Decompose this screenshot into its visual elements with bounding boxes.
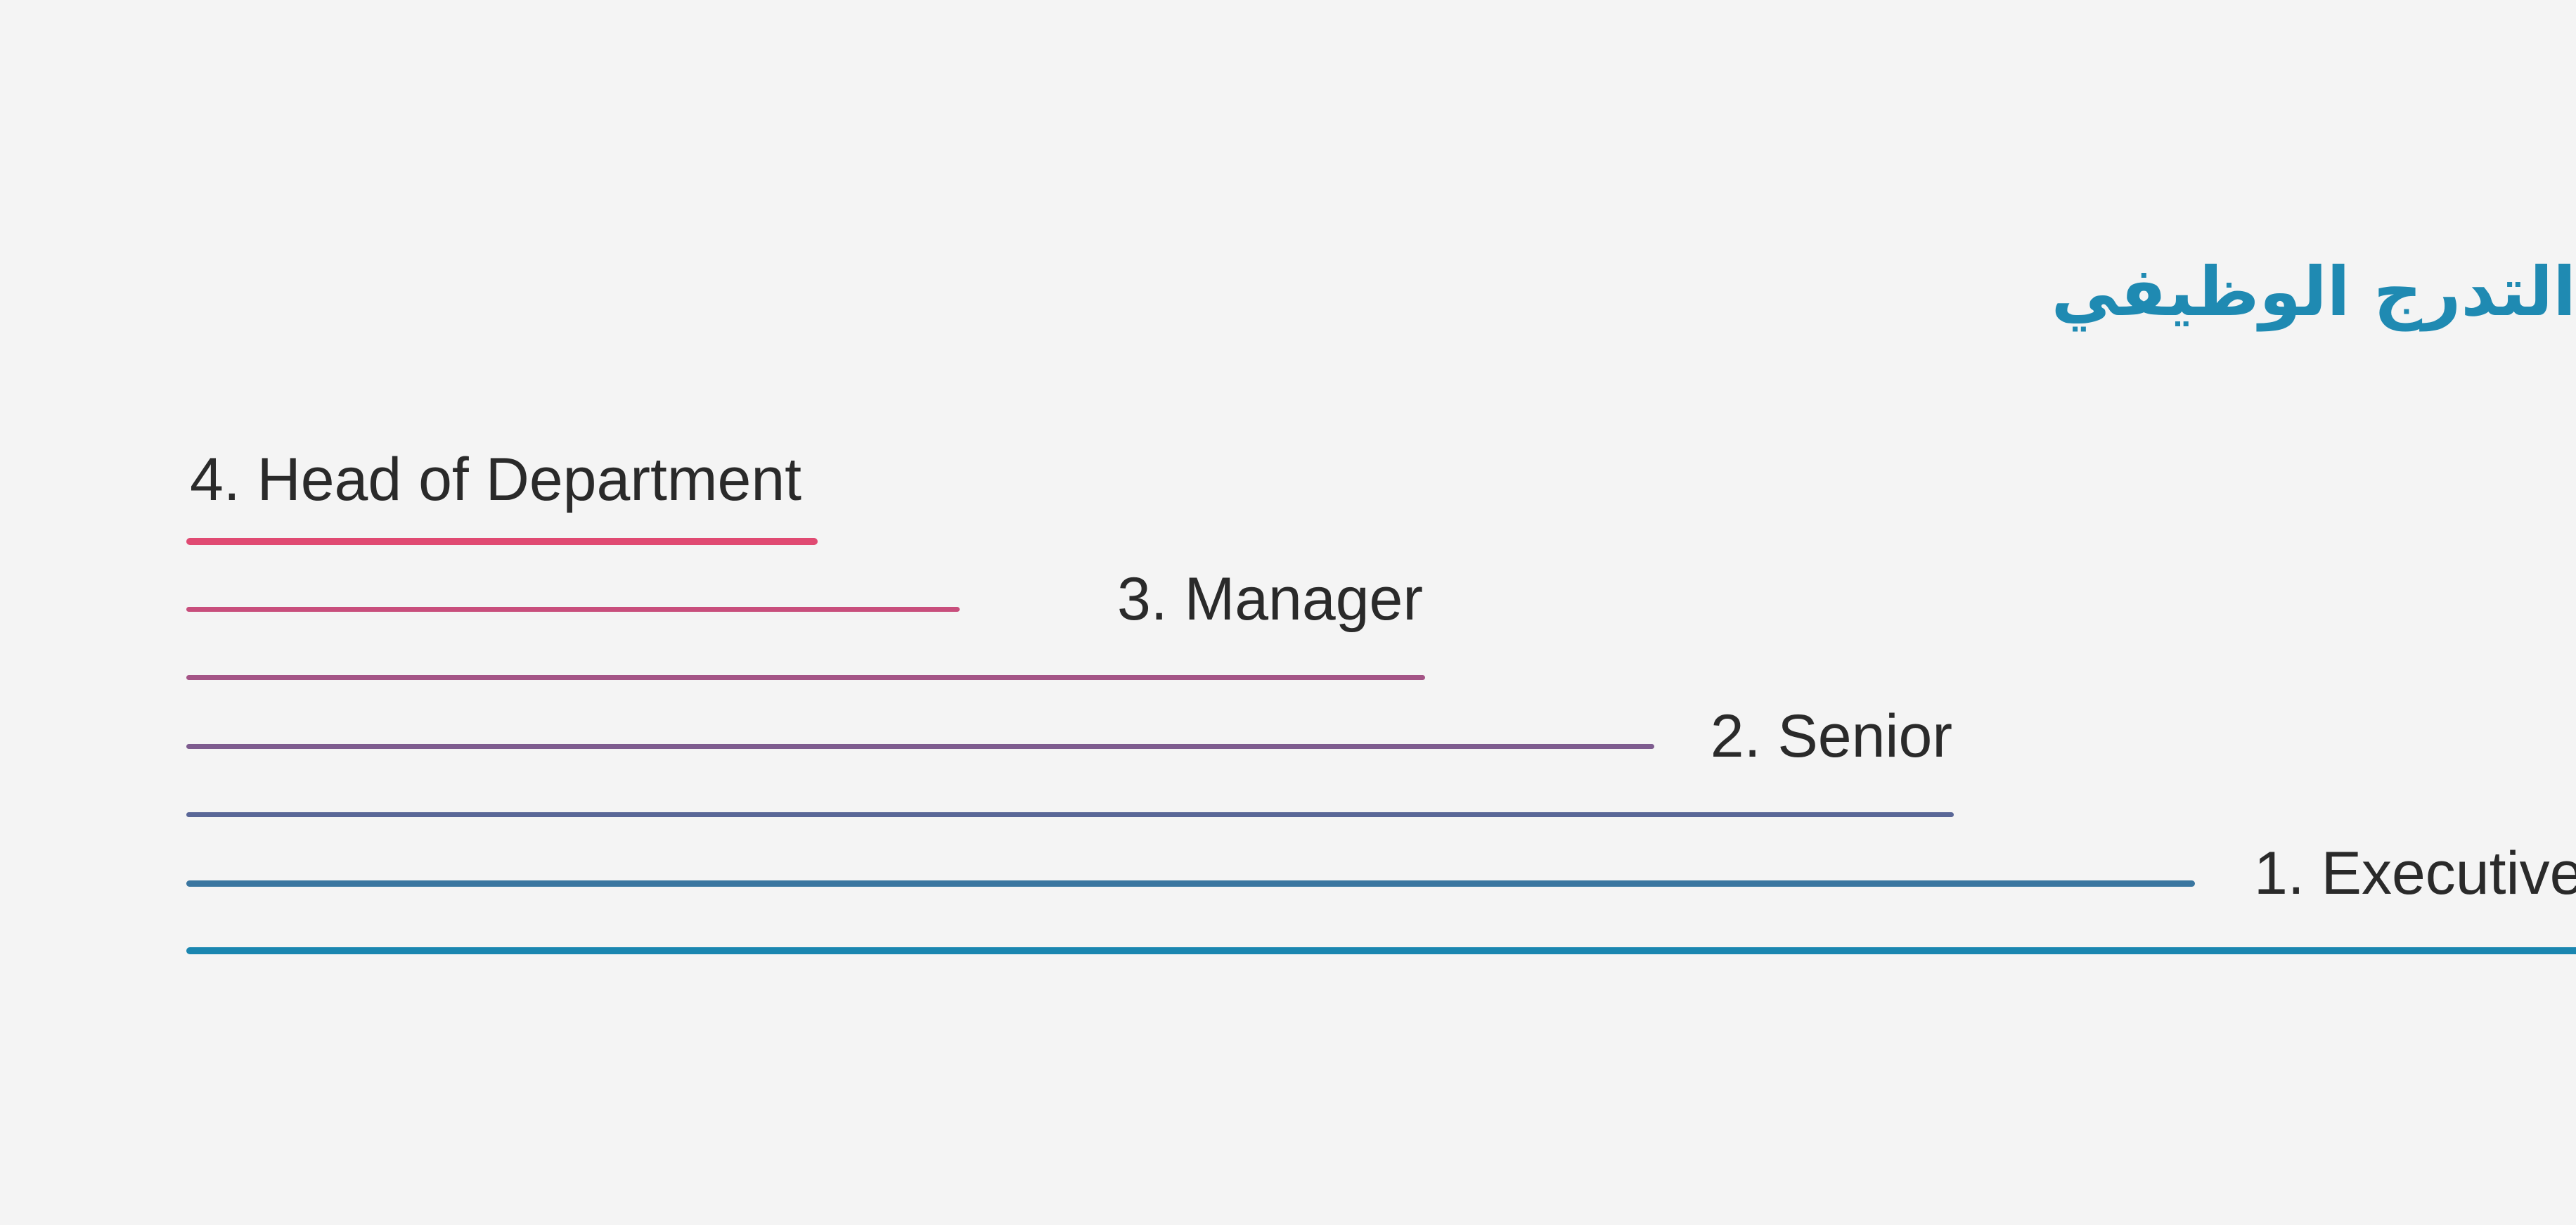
ladder-line-6 xyxy=(186,880,2195,887)
ladder-line-5 xyxy=(186,812,1954,817)
ladder-line-2 xyxy=(186,607,960,612)
page-title: التدرج الوظيفي xyxy=(2051,252,2576,331)
ladder-line-4 xyxy=(186,744,1654,749)
level-label-executive: 1. Executive xyxy=(2254,840,2576,907)
level-label-head-of-department: 4. Head of Department xyxy=(190,446,802,513)
level-label-senior: 2. Senior xyxy=(1710,703,1952,770)
level-label-manager: 3. Manager xyxy=(1116,565,1423,633)
ladder-line-3 xyxy=(186,675,1425,680)
ladder-line-7 xyxy=(186,947,2576,954)
ladder-line-1 xyxy=(186,538,818,545)
